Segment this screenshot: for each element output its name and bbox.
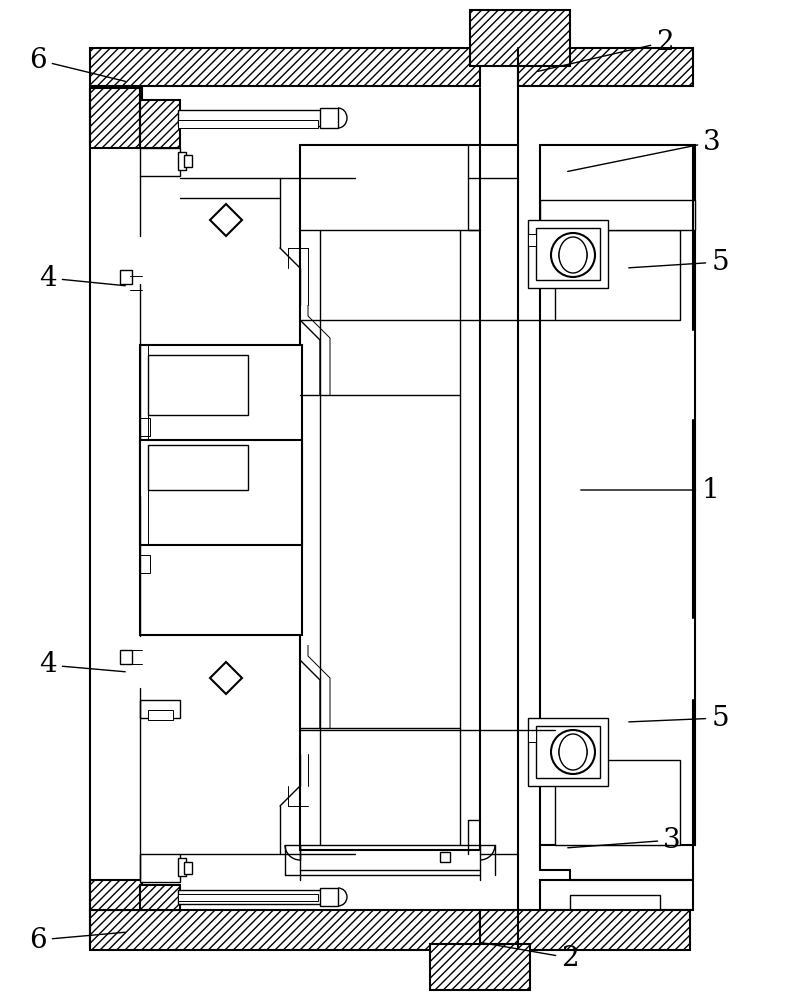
Bar — [120, 650, 132, 664]
Bar — [555, 230, 680, 320]
Bar — [555, 760, 680, 845]
Bar — [90, 910, 480, 950]
Bar — [148, 710, 173, 720]
Bar — [140, 148, 180, 176]
Bar — [440, 852, 450, 862]
Text: 2: 2 — [481, 942, 579, 972]
Ellipse shape — [559, 237, 587, 273]
Text: 2: 2 — [538, 28, 673, 71]
Bar — [140, 854, 180, 882]
Circle shape — [551, 233, 595, 277]
Polygon shape — [210, 204, 242, 236]
Text: 3: 3 — [567, 128, 720, 171]
Bar — [184, 862, 192, 874]
Bar — [140, 885, 180, 910]
Bar — [540, 200, 695, 230]
Bar — [140, 100, 180, 148]
Text: 5: 5 — [629, 704, 728, 732]
Ellipse shape — [559, 734, 587, 770]
Bar — [90, 48, 480, 86]
Bar — [178, 152, 186, 170]
Bar — [430, 944, 530, 990]
Bar — [184, 155, 192, 167]
Bar — [536, 228, 600, 280]
Text: 4: 4 — [39, 264, 125, 292]
Bar — [178, 110, 323, 126]
Circle shape — [551, 730, 595, 774]
Bar — [440, 186, 450, 196]
Bar — [320, 108, 338, 128]
Circle shape — [559, 738, 587, 766]
Bar — [528, 730, 536, 742]
Text: 1: 1 — [581, 477, 719, 504]
Bar — [178, 894, 318, 901]
Text: 5: 5 — [629, 248, 728, 275]
Text: 6: 6 — [29, 46, 125, 81]
Bar — [320, 888, 338, 906]
Bar — [90, 88, 142, 148]
Bar — [178, 858, 186, 876]
Bar — [140, 418, 150, 436]
Bar — [528, 718, 608, 786]
Bar — [178, 890, 323, 904]
Bar — [480, 910, 690, 950]
Bar — [120, 270, 132, 284]
Bar — [140, 440, 302, 545]
Bar — [536, 726, 600, 778]
Bar — [470, 10, 570, 66]
Bar — [540, 145, 695, 845]
Text: 4: 4 — [39, 652, 125, 678]
Text: 6: 6 — [29, 926, 125, 954]
Bar — [528, 220, 608, 288]
Bar — [140, 345, 302, 635]
Bar — [570, 895, 660, 910]
Polygon shape — [210, 662, 242, 694]
Bar — [540, 880, 693, 910]
Text: 3: 3 — [567, 826, 681, 854]
Bar — [178, 120, 318, 128]
Bar — [140, 555, 150, 573]
Bar — [528, 234, 536, 246]
Bar — [518, 48, 693, 86]
Bar — [148, 355, 248, 415]
Bar — [148, 445, 248, 490]
Bar — [90, 880, 142, 910]
Circle shape — [559, 241, 587, 269]
Bar — [320, 230, 460, 845]
Bar — [140, 700, 180, 718]
Bar — [300, 145, 480, 850]
